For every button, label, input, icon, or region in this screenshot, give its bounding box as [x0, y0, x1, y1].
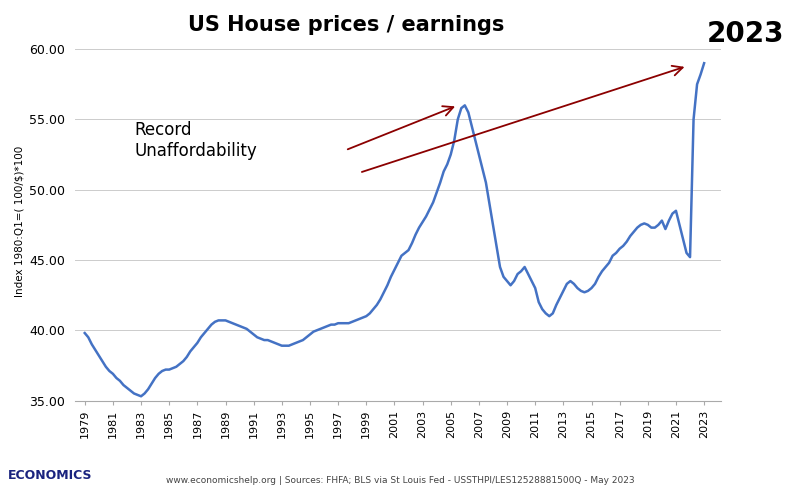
- Text: 2023: 2023: [707, 20, 785, 48]
- Text: ECONOMICS: ECONOMICS: [8, 469, 93, 482]
- Text: Record
Unaffordability: Record Unaffordability: [134, 121, 257, 160]
- Title: US House prices / earnings: US House prices / earnings: [188, 15, 505, 35]
- Text: www.economicshelp.org | Sources: FHFA; BLS via St Louis Fed - USSTHPI/LES1252888: www.economicshelp.org | Sources: FHFA; B…: [166, 476, 634, 485]
- Text: HELP: HELP: [64, 465, 97, 475]
- Y-axis label: Index 1980:Q1=( 100/$)*100: Index 1980:Q1=( 100/$)*100: [15, 146, 25, 297]
